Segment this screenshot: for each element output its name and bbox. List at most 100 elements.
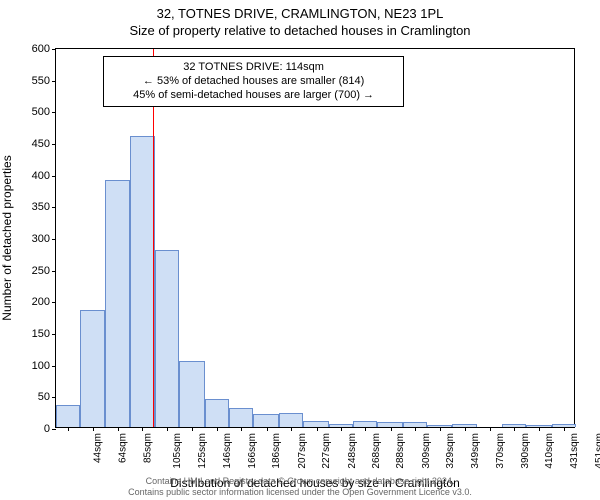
histogram-bar bbox=[452, 424, 478, 427]
x-tick-mark bbox=[217, 427, 218, 431]
title-line-2: Size of property relative to detached ho… bbox=[0, 23, 600, 38]
chart-title-block: 32, TOTNES DRIVE, CRAMLINGTON, NE23 1PL … bbox=[0, 0, 600, 38]
y-tick-mark bbox=[52, 49, 56, 50]
x-tick-mark bbox=[564, 427, 565, 431]
histogram-bar bbox=[279, 413, 303, 427]
histogram-bar bbox=[229, 408, 253, 427]
footer-line-1: Contains HM Land Registry data © Crown c… bbox=[0, 476, 600, 487]
y-tick-label: 550 bbox=[32, 75, 50, 87]
x-tick-label: 166sqm bbox=[247, 433, 258, 469]
histogram-bar bbox=[130, 136, 154, 427]
x-tick-mark bbox=[118, 427, 119, 431]
x-tick-mark bbox=[514, 427, 515, 431]
x-tick-label: 370sqm bbox=[495, 433, 506, 469]
x-tick-label: 431sqm bbox=[570, 433, 581, 469]
x-tick-label: 349sqm bbox=[470, 433, 481, 469]
y-tick-label: 150 bbox=[32, 328, 50, 340]
y-tick-mark bbox=[52, 302, 56, 303]
x-tick-mark bbox=[317, 427, 318, 431]
x-tick-mark bbox=[539, 427, 540, 431]
y-tick-mark bbox=[52, 144, 56, 145]
y-tick-label: 350 bbox=[32, 201, 50, 213]
x-tick-mark bbox=[440, 427, 441, 431]
y-tick-mark bbox=[52, 334, 56, 335]
histogram-bar bbox=[403, 422, 427, 427]
x-tick-label: 248sqm bbox=[347, 433, 358, 469]
x-tick-mark bbox=[465, 427, 466, 431]
histogram-bar bbox=[552, 424, 576, 427]
y-tick-label: 300 bbox=[32, 233, 50, 245]
x-tick-label: 125sqm bbox=[197, 433, 208, 469]
histogram-bar bbox=[526, 425, 552, 427]
x-tick-mark bbox=[68, 427, 69, 431]
x-tick-label: 64sqm bbox=[117, 433, 128, 463]
property-annotation: 32 TOTNES DRIVE: 114sqm← 53% of detached… bbox=[103, 56, 405, 107]
histogram-bar bbox=[353, 421, 377, 427]
histogram-bar bbox=[329, 424, 353, 427]
x-tick-label: 309sqm bbox=[421, 433, 432, 469]
x-tick-mark bbox=[167, 427, 168, 431]
histogram-bar bbox=[155, 250, 179, 427]
x-tick-label: 85sqm bbox=[143, 433, 154, 463]
x-tick-mark bbox=[267, 427, 268, 431]
histogram-bar bbox=[205, 399, 229, 428]
annotation-line: 32 TOTNES DRIVE: 114sqm bbox=[112, 60, 396, 74]
plot-area: 05010015020025030035040045050055060044sq… bbox=[55, 48, 575, 428]
x-tick-label: 329sqm bbox=[445, 433, 456, 469]
histogram-bar bbox=[502, 424, 526, 427]
x-tick-label: 268sqm bbox=[371, 433, 382, 469]
y-tick-label: 500 bbox=[32, 106, 50, 118]
y-tick-label: 100 bbox=[32, 360, 50, 372]
histogram-bar bbox=[80, 310, 104, 427]
x-tick-mark bbox=[192, 427, 193, 431]
histogram-bar bbox=[56, 405, 80, 427]
x-tick-label: 146sqm bbox=[222, 433, 233, 469]
y-tick-mark bbox=[52, 81, 56, 82]
footer-line-2: Contains public sector information licen… bbox=[0, 487, 600, 498]
x-tick-mark bbox=[291, 427, 292, 431]
x-tick-label: 227sqm bbox=[321, 433, 332, 469]
y-tick-label: 0 bbox=[44, 423, 50, 435]
histogram-bar bbox=[105, 180, 131, 427]
x-tick-mark bbox=[391, 427, 392, 431]
y-tick-label: 250 bbox=[32, 265, 50, 277]
y-tick-label: 50 bbox=[38, 391, 50, 403]
x-tick-label: 390sqm bbox=[520, 433, 531, 469]
x-tick-mark bbox=[142, 427, 143, 431]
chart-container: Number of detached properties 0501001502… bbox=[55, 48, 575, 428]
histogram-bar bbox=[179, 361, 205, 428]
y-tick-mark bbox=[52, 429, 56, 430]
attribution-footer: Contains HM Land Registry data © Crown c… bbox=[0, 476, 600, 498]
y-tick-mark bbox=[52, 271, 56, 272]
x-tick-mark bbox=[490, 427, 491, 431]
y-tick-label: 400 bbox=[32, 170, 50, 182]
annotation-line: ← 53% of detached houses are smaller (81… bbox=[112, 74, 396, 88]
x-tick-mark bbox=[93, 427, 94, 431]
y-tick-label: 200 bbox=[32, 296, 50, 308]
x-tick-mark bbox=[241, 427, 242, 431]
y-tick-label: 450 bbox=[32, 138, 50, 150]
y-tick-mark bbox=[52, 207, 56, 208]
y-tick-mark bbox=[52, 366, 56, 367]
y-tick-mark bbox=[52, 176, 56, 177]
x-tick-label: 451sqm bbox=[594, 433, 600, 469]
histogram-bar bbox=[427, 425, 451, 427]
x-tick-label: 105sqm bbox=[173, 433, 184, 469]
x-tick-label: 44sqm bbox=[93, 433, 104, 463]
x-tick-label: 207sqm bbox=[297, 433, 308, 469]
y-tick-mark bbox=[52, 112, 56, 113]
y-tick-label: 600 bbox=[32, 43, 50, 55]
x-tick-mark bbox=[365, 427, 366, 431]
title-line-1: 32, TOTNES DRIVE, CRAMLINGTON, NE23 1PL bbox=[0, 6, 600, 21]
x-tick-mark bbox=[415, 427, 416, 431]
y-tick-mark bbox=[52, 239, 56, 240]
histogram-bar bbox=[377, 422, 403, 427]
x-tick-label: 288sqm bbox=[395, 433, 406, 469]
x-tick-label: 410sqm bbox=[544, 433, 555, 469]
x-tick-mark bbox=[341, 427, 342, 431]
y-tick-mark bbox=[52, 397, 56, 398]
histogram-bar bbox=[253, 414, 279, 427]
histogram-bar bbox=[303, 421, 329, 427]
y-axis-label: Number of detached properties bbox=[0, 155, 14, 320]
x-tick-label: 186sqm bbox=[271, 433, 282, 469]
